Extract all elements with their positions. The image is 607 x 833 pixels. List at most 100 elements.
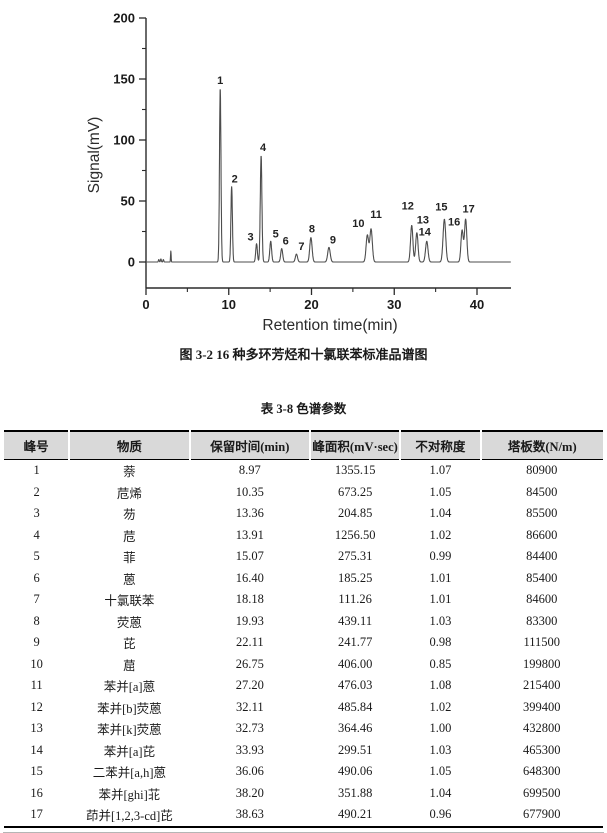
table-cell: 1.02 (429, 527, 452, 542)
table-bottom-rule (3, 831, 604, 833)
y-axis-title: Signal(mV) (86, 117, 103, 194)
table-cell: 33.93 (235, 742, 264, 757)
table-cell: 荧蒽 (116, 615, 142, 630)
table-cell: 0.85 (429, 656, 452, 671)
peak-label: 12 (402, 200, 414, 212)
table-cell: 17 (30, 807, 43, 822)
column-header: 保留时间(min) (188, 431, 310, 460)
table-cell: 86600 (526, 527, 558, 542)
table-header-row: 峰号 物质 保留时间(min) 峰面积(mV·sec) 不对称度 塔板数(N/m) (4, 431, 603, 460)
x-tick-label: 40 (470, 297, 484, 312)
table-cell: 1.01 (429, 592, 452, 607)
table-cell: 1.03 (429, 613, 452, 628)
table-cell: 36.06 (235, 764, 264, 779)
table-cell: 32.11 (235, 699, 264, 714)
chromatogram-figure: 0 50 100 150 200 0 10 20 30 40 1 2 3 4 5 6 7 8 9 10 11 12 13 14… (0, 0, 607, 345)
table-cell: 241.77 (337, 635, 373, 650)
table-cell: 二苯并[a,h]蒽 (92, 766, 167, 781)
table-cell: 8.97 (238, 463, 261, 478)
table-cell: 苯并[ghi]苝 (98, 787, 161, 802)
y-tick-label: 100 (113, 133, 135, 148)
x-tick-label: 10 (222, 297, 236, 312)
table-cell: 14 (30, 742, 43, 757)
table-cell: 204.85 (337, 506, 373, 521)
table-cell: 7 (33, 592, 40, 607)
table-row: 12 苯并[b]荧蒽 32.11 485.84 1.02 399400 (4, 697, 603, 719)
table-cell: 351.88 (337, 785, 373, 800)
figure-caption: 图 3-2 16 种多环芳烃和十氯联苯标准品谱图 (179, 347, 428, 362)
table-cell: 111.26 (338, 592, 372, 607)
table-cell: 蒽 (123, 572, 136, 587)
table-cell: 2 (33, 484, 40, 499)
table-row: 14 苯并[a]芘 33.93 299.51 1.03 465300 (4, 740, 603, 762)
table-row: 13 苯并[k]荧蒽 32.73 364.46 1.00 432800 (4, 718, 603, 740)
table-cell: 13.91 (235, 527, 264, 542)
table-cell: 699500 (523, 785, 561, 800)
table-cell: 䓛 (123, 658, 136, 673)
peak-label: 1 (217, 75, 223, 87)
table-cell: 465300 (523, 742, 561, 757)
table-cell: 芴 (123, 508, 136, 523)
table-cell: 32.73 (235, 721, 264, 736)
table-cell: 439.11 (338, 613, 373, 628)
peak-label: 8 (309, 224, 315, 236)
table-cell: 15 (30, 764, 43, 779)
peak-label: 14 (419, 226, 432, 238)
table-cell: 299.51 (337, 742, 373, 757)
table-row: 10 䓛 26.75 406.00 0.85 199800 (4, 654, 603, 676)
table-cell: 215400 (523, 678, 561, 693)
column-header: 不对称度 (399, 431, 481, 460)
table-cell: 673.25 (337, 484, 373, 499)
peak-label: 6 (283, 236, 289, 248)
table-cell: 1.04 (429, 785, 452, 800)
table-cell: 490.21 (337, 807, 373, 822)
column-header: 物质 (68, 431, 190, 460)
table-cell: 茚并[1,2,3-cd]芘 (86, 809, 173, 824)
table-row: 3 芴 13.36 204.85 1.04 85500 (4, 503, 603, 525)
table-cell: 26.75 (235, 656, 264, 671)
table-cell: 菲 (123, 551, 136, 566)
table-row: 1 萘 8.97 1355.15 1.07 80900 (4, 460, 603, 482)
table-cell: 13 (30, 721, 43, 736)
peak-label: 15 (435, 201, 447, 213)
table-cell: 1355.15 (334, 463, 376, 478)
table-cell: 1.07 (429, 463, 452, 478)
table-cell: 13.36 (235, 506, 264, 521)
table-cell: 苯并[k]荧蒽 (97, 723, 162, 738)
table-cell: 185.25 (337, 570, 373, 585)
table-cell: 85500 (526, 506, 558, 521)
table-cell: 18.18 (235, 592, 264, 607)
table-cell: 0.96 (429, 807, 452, 822)
table-cell: 111500 (523, 635, 561, 650)
x-axis-title: Retention time(min) (262, 317, 397, 334)
table-cell: 11 (30, 678, 43, 693)
y-tick-label: 0 (128, 255, 135, 270)
column-header: 峰面积(mV·sec) (308, 431, 401, 460)
table-cell: 1.05 (429, 764, 452, 779)
peak-label: 3 (247, 232, 253, 244)
table-cell: 432800 (523, 721, 561, 736)
peak-label: 5 (273, 228, 279, 240)
table-cell: 1 (33, 463, 40, 478)
table-cell: 1.00 (429, 721, 452, 736)
chromatogram-trace (145, 89, 512, 263)
parameters-table: 峰号 物质 保留时间(min) 峰面积(mV·sec) 不对称度 塔板数(N/m) 1 萘 8… (4, 430, 603, 828)
peak-label: 10 (352, 218, 364, 230)
peak-label: 11 (370, 209, 382, 221)
table-cell: 275.31 (337, 549, 373, 564)
table-row: 11 苯并[a]蒽 27.20 476.03 1.08 215400 (4, 675, 603, 697)
x-tick-label: 20 (304, 297, 318, 312)
table-cell: 苯并[a]蒽 (103, 680, 156, 695)
table-cell: 476.03 (337, 678, 373, 693)
table-cell: 490.06 (337, 764, 373, 779)
peak-label: 2 (232, 173, 238, 185)
table-cell: 1.02 (429, 699, 452, 714)
table-row: 5 菲 15.07 275.31 0.99 84400 (4, 546, 603, 568)
peak-label: 17 (463, 203, 475, 215)
table-cell: 199800 (523, 656, 561, 671)
y-tick-label: 200 (113, 11, 135, 26)
table-cell: 8 (33, 613, 40, 628)
table-cell: 399400 (523, 699, 561, 714)
table-cell: 15.07 (235, 549, 264, 564)
